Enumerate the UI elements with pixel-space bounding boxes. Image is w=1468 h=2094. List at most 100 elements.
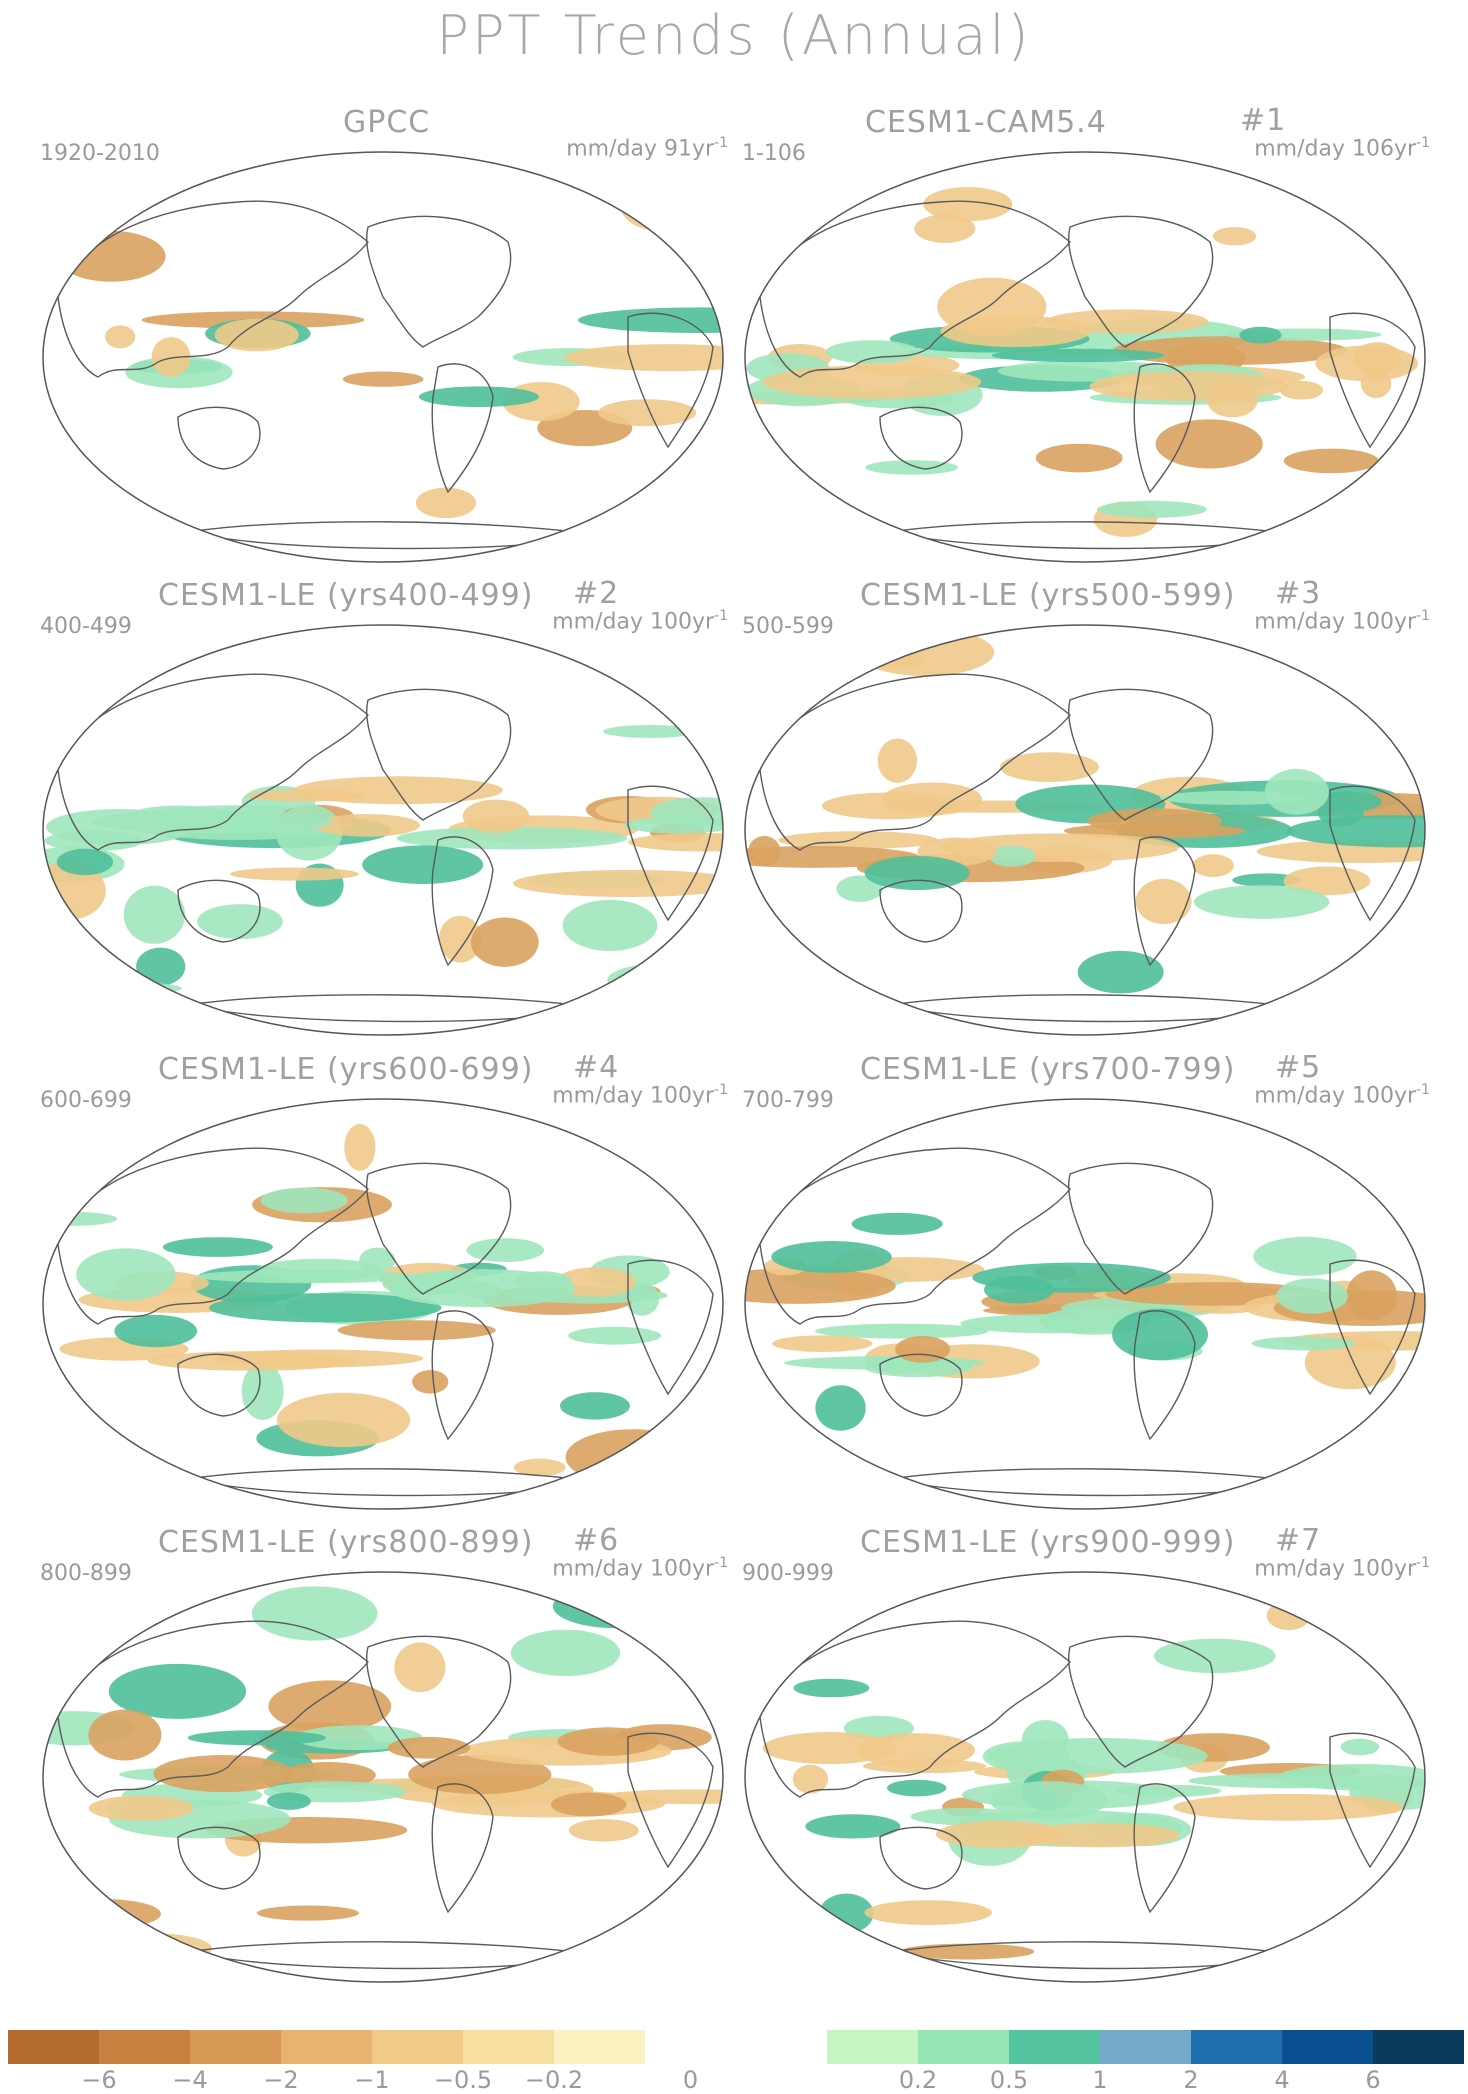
precip-trend-patch [342, 371, 424, 387]
precip-trend-patch [607, 963, 715, 998]
precip-trend-patch [108, 1663, 247, 1719]
precip-trend-patch [147, 1351, 358, 1371]
precip-trend-patch [1112, 1308, 1209, 1361]
precip-trend-patch [598, 399, 697, 427]
map-panel: CESM1-LE (yrs900-999) #7 900-999 mm/day 100… [740, 1523, 1452, 1995]
precip-trend-patch [123, 885, 186, 944]
precip-trend-patch [1019, 1823, 1180, 1848]
precip-trend-patch [438, 915, 482, 963]
colorbar-swatch [736, 2030, 827, 2064]
panel-units: mm/day 106yr-1 [1254, 135, 1430, 161]
precip-trend-patch [865, 460, 958, 475]
precip-trend-patch [362, 845, 484, 884]
colorbar-swatch [372, 2030, 463, 2064]
precip-trend-patch [989, 1781, 1108, 1820]
coastline [1133, 1310, 1196, 1441]
panel-units: mm/day 100yr-1 [1254, 608, 1430, 634]
panel-number: #1 [1240, 103, 1287, 138]
coastline [759, 1147, 1071, 1325]
units-exponent: -1 [1416, 135, 1430, 151]
panel-year-range: 1-106 [742, 141, 806, 166]
colorbar-tick-label: 6 [1365, 2066, 1381, 2094]
precip-trend-patch [43, 981, 182, 996]
panel-name: CESM1-LE (yrs400-499) [158, 578, 534, 613]
units-text: mm/day 100yr [552, 609, 715, 635]
colorbar-tick-label: 1 [1092, 2066, 1108, 2094]
precip-trend-patch [863, 1356, 972, 1378]
coastline [627, 1732, 714, 1869]
precip-trend-patch [1251, 1336, 1356, 1351]
precip-trend-patch [151, 337, 191, 378]
precip-trend-patch [851, 1212, 943, 1235]
colorbar-tick-label: −2 [263, 2066, 299, 2094]
map-border [42, 1571, 724, 1983]
precip-trend-patch [88, 1709, 162, 1761]
colorbar-swatch [1009, 2030, 1100, 2064]
precip-trend-patch [1188, 1773, 1395, 1789]
coastline [759, 673, 1071, 851]
coastline [627, 1259, 714, 1396]
precip-trend-patch [1035, 443, 1123, 473]
panel-units: mm/day 100yr-1 [552, 1082, 728, 1108]
precip-trend-patch [972, 1262, 1171, 1293]
coastline [187, 994, 599, 1023]
coastline [879, 1826, 963, 1890]
coastline [1068, 1635, 1214, 1768]
units-exponent: -1 [1416, 1555, 1430, 1571]
precip-trend-patch [268, 1680, 392, 1733]
precip-trend-patch [1279, 380, 1324, 400]
coastline [366, 1635, 512, 1768]
units-text: mm/day 91yr [566, 136, 715, 162]
map-border [42, 151, 724, 563]
precip-trend-patch [257, 1258, 384, 1282]
colorbar-tick-label: 0.2 [898, 2066, 938, 2094]
panel-name: CESM1-LE (yrs700-799) [860, 1052, 1236, 1087]
map-border [744, 1098, 1426, 1510]
units-exponent: -1 [1416, 1082, 1430, 1098]
precip-trend-patch [276, 1392, 411, 1448]
precip-trend-patch [153, 1754, 294, 1793]
precip-trend-patch [923, 187, 1013, 222]
coastline [57, 200, 369, 378]
precip-trend-patch [562, 899, 658, 951]
precip-trend-patch [1232, 873, 1301, 887]
precip-trend-patch [314, 813, 421, 837]
coastline [889, 1468, 1301, 1497]
panel-year-range: 700-799 [742, 1088, 834, 1113]
coastline [431, 1783, 494, 1914]
robinson-map [744, 624, 1426, 1036]
precip-trend-patch [793, 1678, 870, 1698]
colorbar-tick-label: 0 [682, 2066, 699, 2094]
precip-trend-patch [745, 846, 920, 868]
panel-name: CESM1-CAM5.4 [865, 105, 1107, 140]
coastline [1133, 1783, 1196, 1914]
robinson-map [42, 1571, 724, 1983]
precip-trend-patch [624, 816, 723, 834]
colorbar-swatch [190, 2030, 281, 2064]
panel-name: CESM1-LE (yrs500-599) [860, 578, 1236, 613]
precip-trend-patch [895, 1335, 951, 1363]
precip-trend-patch [88, 1795, 194, 1821]
coastline [177, 1353, 261, 1417]
precip-trend-patch [565, 1429, 700, 1486]
panel-name: CESM1-LE (yrs900-999) [860, 1525, 1236, 1560]
colorbar-tick-label: −0.2 [524, 2066, 584, 2094]
precip-trend-patch [470, 917, 539, 967]
panel-number: #7 [1275, 1523, 1322, 1558]
precip-trend-patch [877, 738, 918, 783]
robinson-map [744, 1098, 1426, 1510]
precip-trend-patch [619, 174, 693, 231]
precip-trend-patch [208, 1293, 442, 1323]
colorbar-swatch [99, 2030, 190, 2064]
precip-trend-patch [256, 1905, 359, 1921]
coastline [759, 1620, 1071, 1798]
precip-trend-patch [603, 724, 697, 738]
precip-trend-patch [762, 365, 982, 399]
coastline [889, 994, 1301, 1023]
precip-trend-patch [991, 348, 1165, 363]
coastline [366, 1162, 512, 1295]
colorbar-swatch [8, 2030, 99, 2064]
colorbar-swatch [463, 2030, 554, 2064]
colorbar [8, 2030, 1464, 2064]
colorbar-swatch [918, 2030, 1009, 2064]
